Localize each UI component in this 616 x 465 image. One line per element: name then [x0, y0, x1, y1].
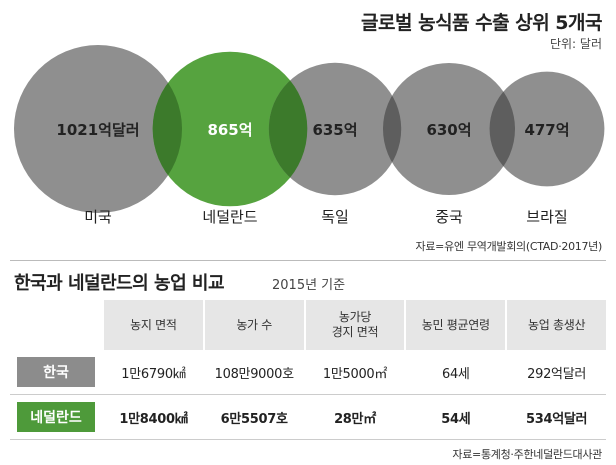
table-cell: 1만5000㎡	[322, 366, 388, 382]
col-header-total-production: 농업 총생산	[507, 300, 606, 350]
table-cell: 108만9000호	[214, 366, 294, 382]
bubble-0	[14, 45, 182, 213]
table-corner	[10, 300, 102, 350]
chart-title: 글로벌 농식품 수출 상위 5개국	[361, 12, 602, 34]
bubble-4	[489, 71, 605, 187]
bubble-category-label-0: 미국	[84, 208, 112, 226]
table-header-row: 농지 면적 농가 수 농가당 경지 면적 농민 평균연령 농업 총생산	[10, 300, 606, 350]
comparison-subtitle: 2015년 기준	[272, 278, 346, 293]
bubble-2	[268, 62, 402, 196]
section-divider	[10, 260, 606, 261]
comparison-table: 농지 면적 농가 수 농가당 경지 면적 농민 평균연령 농업 총생산 한국 1만…	[10, 300, 606, 440]
bubble-value-label-1: 865억	[207, 121, 252, 139]
col-header-area-per-household: 농가당 경지 면적	[305, 300, 405, 350]
table-cell: 1만6790㎢	[121, 366, 186, 382]
col-header-average-age: 농민 평균연령	[406, 300, 506, 350]
bubble-category-label-2: 독일	[321, 208, 349, 226]
unit-label: 단위: 달러	[549, 37, 602, 51]
table-row-netherlands: 네덜란드 1만8400㎢ 6만5507호 28만㎡ 54세 534억달러	[10, 395, 606, 440]
bubble-category-label-1: 네덜란드	[202, 208, 257, 226]
table-cell: 1만8400㎢	[119, 411, 188, 427]
table-cell: 6만5507호	[220, 411, 288, 427]
table-cell: 534억달러	[525, 411, 588, 427]
bubble-value-label-3: 630억	[426, 121, 471, 139]
row-label-netherlands: 네덜란드	[17, 402, 95, 432]
table-cell: 54세	[441, 411, 471, 427]
table-cell: 64세	[441, 366, 470, 382]
bubble-1	[152, 51, 308, 207]
chart-source: 자료=유엔 무역개발회의(CTAD·2017년)	[415, 240, 603, 253]
bubble-category-label-4: 브라질	[526, 208, 567, 226]
bubble-value-label-4: 477억	[524, 121, 569, 139]
row-label-korea: 한국	[17, 357, 95, 387]
col-header-farmland-area: 농지 면적	[104, 300, 203, 350]
table-cell: 292억달러	[527, 366, 587, 382]
bubble-value-label-2: 635억	[312, 121, 357, 139]
comparison-title: 한국과 네덜란드의 농업 비교	[14, 273, 225, 294]
table-cell: 28만㎡	[334, 411, 376, 427]
bubble-3	[383, 63, 515, 195]
table-source: 자료=통계청·주한네덜란드대사관	[452, 448, 602, 461]
bubble-category-label-3: 중국	[435, 208, 463, 226]
table-row-korea: 한국 1만6790㎢ 108만9000호 1만5000㎡ 64세 292억달러	[10, 350, 606, 395]
bubble-value-label-0: 1021억달러	[56, 121, 139, 139]
col-header-farm-households: 농가 수	[204, 300, 304, 350]
